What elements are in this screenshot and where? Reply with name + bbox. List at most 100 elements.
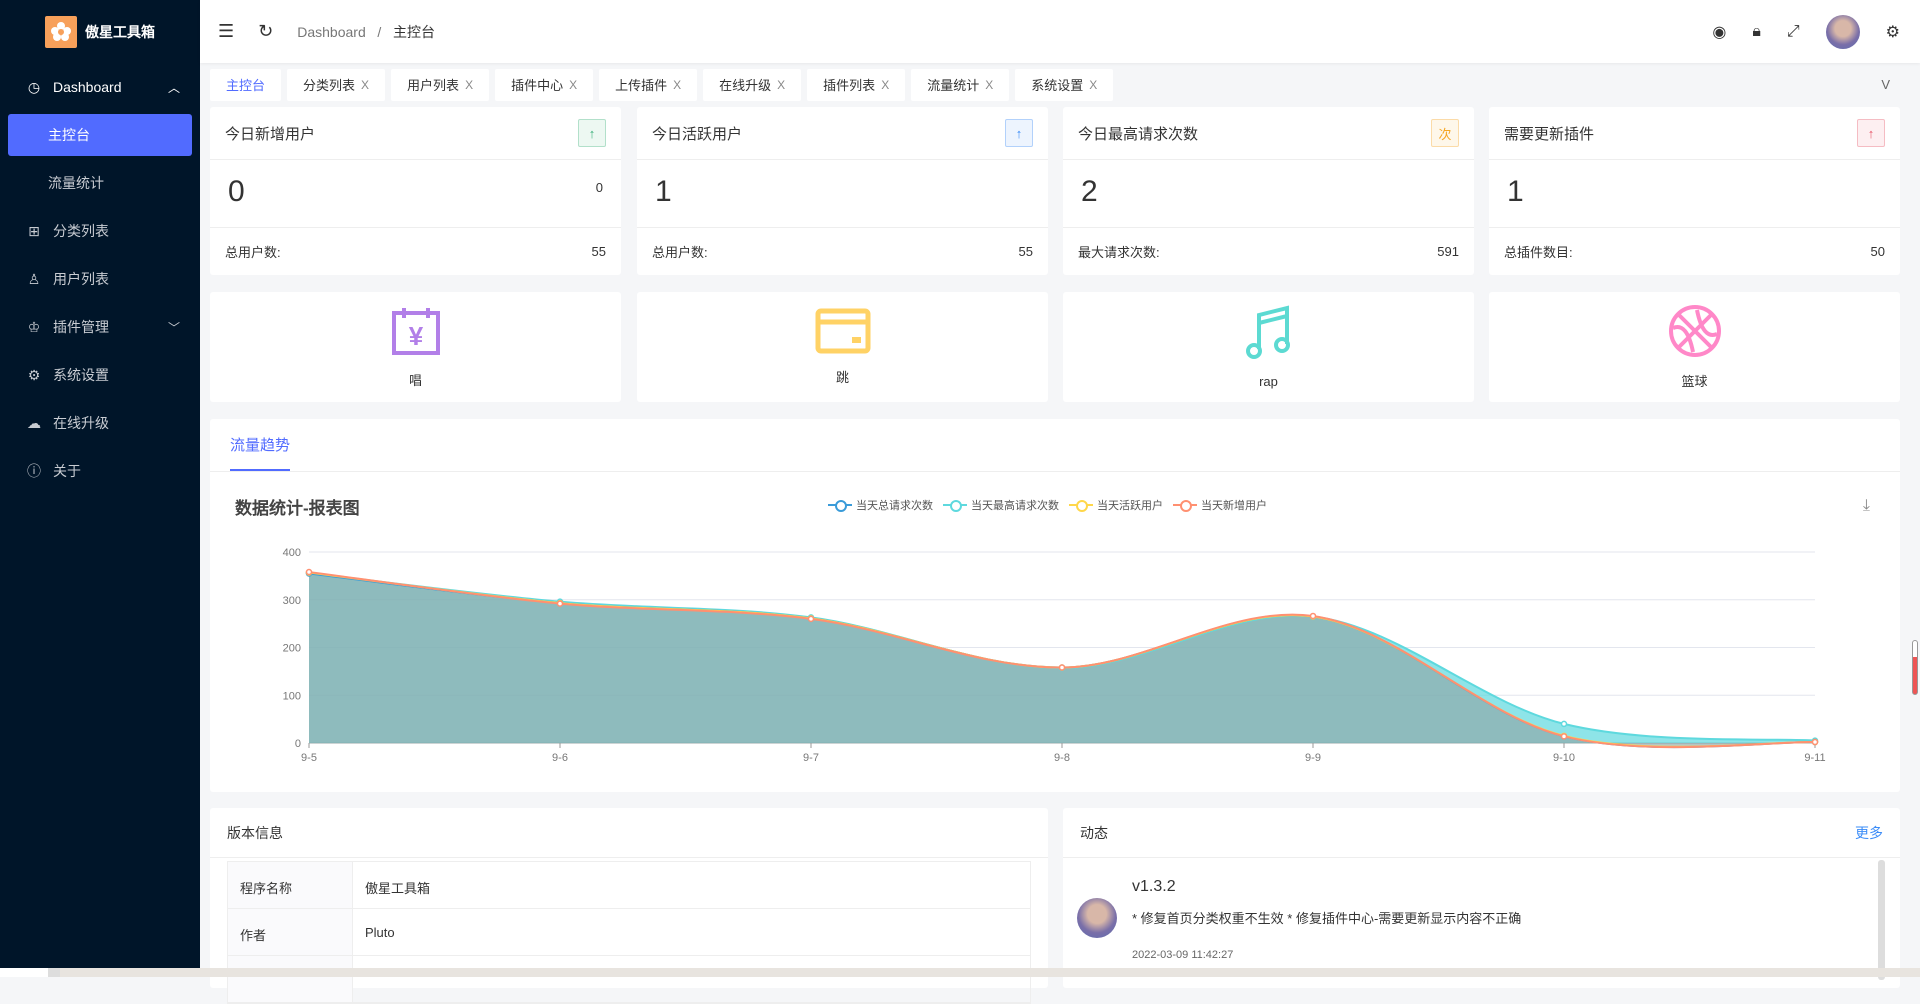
data-point[interactable] xyxy=(1309,612,1317,620)
close-icon[interactable]: X xyxy=(361,77,370,92)
stat-badge: ↑ xyxy=(578,119,606,147)
tab-label: 插件列表 xyxy=(823,78,876,93)
series-area xyxy=(309,572,1815,748)
series-area xyxy=(309,573,1815,748)
refresh-icon[interactable]: ↻ xyxy=(258,21,274,41)
data-point[interactable] xyxy=(305,568,313,576)
version-info-title: 版本信息 xyxy=(227,824,283,841)
x-tick-label: 9-11 xyxy=(1804,752,1825,764)
legend-item[interactable]: 当天新增用户 xyxy=(1173,497,1267,513)
sidebar-item-plugins[interactable]: ♔ 插件管理 ﹀ xyxy=(0,303,200,351)
settings-icon[interactable]: ⚙ xyxy=(1885,23,1900,41)
tab-item[interactable]: 流量统计 X xyxy=(911,68,1010,101)
news-version: v1.3.2 xyxy=(1132,878,1176,895)
legend-item[interactable]: 当天最高请求次数 xyxy=(943,497,1059,513)
close-icon[interactable]: X xyxy=(881,77,890,92)
github-icon[interactable]: ◉ xyxy=(1712,23,1727,41)
shortcut-card[interactable]: ¥ 唱 xyxy=(210,292,621,402)
basketball-icon xyxy=(1668,304,1722,361)
download-icon[interactable]: ⤓ xyxy=(1862,497,1870,514)
data-point[interactable] xyxy=(1560,720,1568,728)
data-point[interactable] xyxy=(1058,664,1066,671)
stat-footer-value: 591 xyxy=(1437,243,1459,259)
tab-item[interactable]: 主控台 xyxy=(210,68,282,101)
legend-marker-icon xyxy=(828,500,852,512)
y-tick-label: 300 xyxy=(283,595,301,607)
stat-badge: ↑ xyxy=(1857,119,1885,147)
fullscreen-icon[interactable]: ⤢ xyxy=(1786,22,1800,40)
tab-item[interactable]: 插件中心 X xyxy=(495,68,594,101)
stat-value: 0 xyxy=(228,175,245,208)
tabs-more-button[interactable]: V xyxy=(1881,77,1890,92)
cloud-icon: ☁ xyxy=(27,414,41,431)
breadcrumb-current: 主控台 xyxy=(392,23,435,40)
sidebar-item-about[interactable]: ⓘ 关于 xyxy=(0,447,200,495)
shortcut-card[interactable]: 篮球 xyxy=(1489,292,1900,402)
info-icon: ⓘ xyxy=(27,463,41,479)
music-note-icon xyxy=(1245,305,1293,364)
tab-item[interactable]: 分类列表 X xyxy=(287,68,386,101)
sidebar-item-upgrade[interactable]: ☁ 在线升级 xyxy=(0,399,200,447)
legend-item[interactable]: 当天总请求次数 xyxy=(828,497,933,513)
sidebar-item-dashboard[interactable]: ◷ Dashboard ︿ xyxy=(0,63,200,111)
stat-title: 今日活跃用户 xyxy=(652,125,743,143)
traffic-chart-card: 流量趋势 数据统计-报表图 当天总请求次数 当天最高请求次数 当天活跃用户 当天新增用… xyxy=(210,419,1900,792)
news-avatar xyxy=(1077,898,1117,938)
news-text: * 修复首页分类权重不生效 * 修复插件中心-需要更新显示内容不正确 xyxy=(1132,911,1522,926)
collapse-menu-icon[interactable]: ☰ xyxy=(218,21,235,41)
avatar[interactable] xyxy=(1825,14,1860,49)
shortcut-card[interactable]: 跳 xyxy=(637,292,1048,402)
lock-icon[interactable]: 🔒︎ xyxy=(1752,22,1761,40)
tab-label: 插件中心 xyxy=(511,78,564,93)
close-icon[interactable]: X xyxy=(465,77,474,92)
tab-item[interactable]: 插件列表 X xyxy=(807,68,906,101)
card-icon xyxy=(815,308,871,357)
data-point[interactable] xyxy=(807,615,815,623)
stat-card: 今日最高请求次数 次 2 最大请求次数: 591 xyxy=(1063,107,1474,275)
tab-item[interactable]: 系统设置 X xyxy=(1015,68,1114,101)
data-point[interactable] xyxy=(1811,738,1819,746)
tab-traffic-trend[interactable]: 流量趋势 xyxy=(230,434,291,471)
stat-value: 1 xyxy=(1507,175,1524,208)
y-tick-label: 400 xyxy=(283,547,301,559)
sidebar-item-traffic-stats[interactable]: 流量统计 xyxy=(0,159,200,207)
sidebar-item-main-console[interactable]: 主控台 xyxy=(8,114,192,156)
version-key: 作者 xyxy=(228,909,353,955)
data-point[interactable] xyxy=(1560,733,1568,740)
close-icon[interactable]: X xyxy=(1089,77,1098,92)
sidebar-item-settings[interactable]: ⚙ 系统设置 xyxy=(0,351,200,399)
close-icon[interactable]: X xyxy=(777,77,786,92)
version-row xyxy=(228,956,1030,1003)
sidebar-item-categories[interactable]: ⊞ 分类列表 xyxy=(0,207,200,255)
tab-item[interactable]: 用户列表 X xyxy=(391,68,490,101)
close-icon[interactable]: X xyxy=(985,77,994,92)
close-icon[interactable]: X xyxy=(569,77,578,92)
label: 系统设置 xyxy=(53,367,109,383)
version-row: 作者 Pluto xyxy=(228,909,1030,956)
version-value: 傲星工具箱 xyxy=(365,881,431,896)
tab-label: 分类列表 xyxy=(303,78,356,93)
series-area xyxy=(309,572,1815,747)
stat-footer-label: 总用户数: xyxy=(652,244,708,260)
news-scrollbar[interactable] xyxy=(1878,860,1885,980)
tab-item[interactable]: 在线升级 X xyxy=(703,68,802,101)
sidebar-item-users[interactable]: ♙ 用户列表 xyxy=(0,255,200,303)
label: 插件管理 xyxy=(53,319,109,335)
stat-card: 需要更新插件 ↑ 1 总插件数目: 50 xyxy=(1489,107,1900,275)
data-point[interactable] xyxy=(556,600,564,607)
x-tick-label: 9-10 xyxy=(1553,752,1575,764)
stat-card: 今日新增用户 ↑ 0 0 总用户数: 55 xyxy=(210,107,621,275)
legend-label: 当天最高请求次数 xyxy=(971,500,1059,512)
tab-item[interactable]: 上传插件 X xyxy=(599,68,698,101)
breadcrumb: Dashboard / 主控台 xyxy=(297,22,435,42)
legend-item[interactable]: 当天活跃用户 xyxy=(1069,497,1163,513)
dashboard-icon: ◷ xyxy=(27,78,41,95)
page-scrollbar[interactable] xyxy=(1912,640,1918,695)
breadcrumb-dashboard[interactable]: Dashboard xyxy=(297,23,366,40)
more-link[interactable]: 更多 xyxy=(1855,824,1883,841)
news-title: 动态 xyxy=(1080,824,1108,841)
version-value xyxy=(353,956,377,1002)
shortcut-card[interactable]: rap xyxy=(1063,292,1474,402)
stat-footer-label: 总插件数目: xyxy=(1504,244,1573,260)
close-icon[interactable]: X xyxy=(673,77,682,92)
